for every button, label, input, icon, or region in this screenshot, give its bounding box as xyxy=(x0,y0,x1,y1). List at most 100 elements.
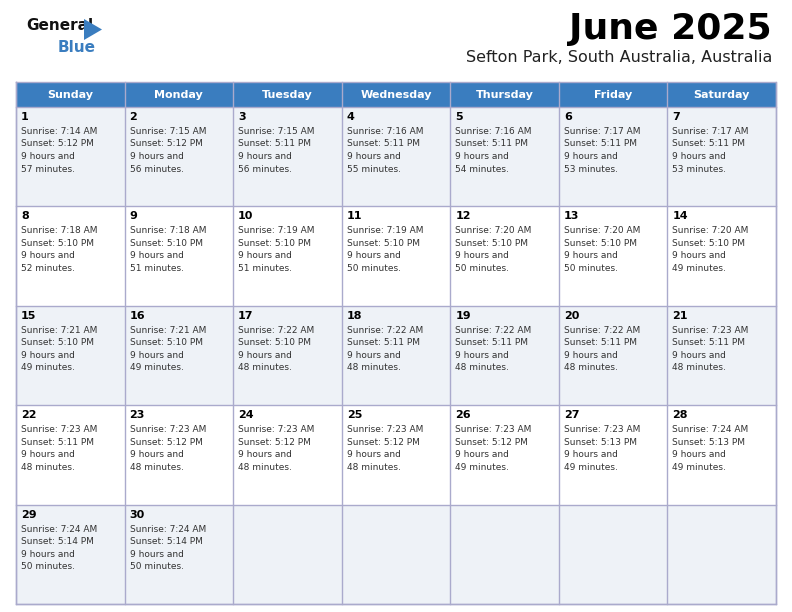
Bar xyxy=(233,306,341,405)
Text: 54 minutes.: 54 minutes. xyxy=(455,165,509,173)
Text: Sunrise: 7:20 AM: Sunrise: 7:20 AM xyxy=(672,226,748,236)
Text: Sunset: 5:10 PM: Sunset: 5:10 PM xyxy=(564,239,637,248)
Text: Sunrise: 7:15 AM: Sunrise: 7:15 AM xyxy=(238,127,314,136)
Text: 48 minutes.: 48 minutes. xyxy=(347,364,401,372)
Text: Sunrise: 7:16 AM: Sunrise: 7:16 AM xyxy=(455,127,531,136)
Bar xyxy=(16,505,124,604)
Text: Sunrise: 7:24 AM: Sunrise: 7:24 AM xyxy=(672,425,748,434)
Text: Sunset: 5:11 PM: Sunset: 5:11 PM xyxy=(672,140,745,149)
Text: Sunset: 5:10 PM: Sunset: 5:10 PM xyxy=(130,338,203,347)
Bar xyxy=(668,107,776,206)
Text: 12: 12 xyxy=(455,211,470,222)
Text: 9 hours and: 9 hours and xyxy=(347,152,401,161)
Text: 19: 19 xyxy=(455,311,471,321)
Text: Sunrise: 7:22 AM: Sunrise: 7:22 AM xyxy=(238,326,314,335)
Bar xyxy=(124,306,233,405)
Text: 9 hours and: 9 hours and xyxy=(672,152,726,161)
Text: Sunrise: 7:15 AM: Sunrise: 7:15 AM xyxy=(130,127,206,136)
Text: 50 minutes.: 50 minutes. xyxy=(130,562,184,571)
Text: 9 hours and: 9 hours and xyxy=(347,252,401,260)
Bar xyxy=(668,505,776,604)
Text: Sunrise: 7:16 AM: Sunrise: 7:16 AM xyxy=(347,127,423,136)
Text: 9 hours and: 9 hours and xyxy=(21,450,75,459)
Text: Monday: Monday xyxy=(154,89,204,100)
Text: Sunrise: 7:19 AM: Sunrise: 7:19 AM xyxy=(238,226,314,236)
Text: 13: 13 xyxy=(564,211,579,222)
Text: 17: 17 xyxy=(238,311,253,321)
Text: 56 minutes.: 56 minutes. xyxy=(130,165,184,173)
Text: 9 hours and: 9 hours and xyxy=(564,351,618,360)
Text: Sunset: 5:12 PM: Sunset: 5:12 PM xyxy=(130,438,203,447)
Text: 2: 2 xyxy=(130,112,137,122)
Text: 9 hours and: 9 hours and xyxy=(347,351,401,360)
Text: Sunrise: 7:21 AM: Sunrise: 7:21 AM xyxy=(21,326,97,335)
Text: 9 hours and: 9 hours and xyxy=(564,450,618,459)
Text: 9 hours and: 9 hours and xyxy=(564,152,618,161)
Text: 6: 6 xyxy=(564,112,572,122)
Text: Sefton Park, South Australia, Australia: Sefton Park, South Australia, Australia xyxy=(466,50,772,65)
Text: 15: 15 xyxy=(21,311,36,321)
Text: Saturday: Saturday xyxy=(694,89,750,100)
Bar xyxy=(16,405,124,505)
Text: 49 minutes.: 49 minutes. xyxy=(130,364,184,372)
Bar xyxy=(668,306,776,405)
Bar xyxy=(233,405,341,505)
Bar xyxy=(124,505,233,604)
Text: 23: 23 xyxy=(130,410,145,420)
Text: 1: 1 xyxy=(21,112,29,122)
Text: 50 minutes.: 50 minutes. xyxy=(455,264,509,273)
Bar xyxy=(668,206,776,306)
Bar xyxy=(341,405,451,505)
Text: 9 hours and: 9 hours and xyxy=(672,252,726,260)
Text: 50 minutes.: 50 minutes. xyxy=(21,562,75,571)
Bar xyxy=(16,107,124,206)
Bar xyxy=(559,206,668,306)
Text: 25: 25 xyxy=(347,410,362,420)
Text: 56 minutes.: 56 minutes. xyxy=(238,165,292,173)
Bar xyxy=(341,107,451,206)
Text: Sunrise: 7:17 AM: Sunrise: 7:17 AM xyxy=(672,127,749,136)
Text: 48 minutes.: 48 minutes. xyxy=(564,364,618,372)
Text: Sunset: 5:11 PM: Sunset: 5:11 PM xyxy=(347,140,420,149)
Text: Sunset: 5:12 PM: Sunset: 5:12 PM xyxy=(347,438,420,447)
Text: 5: 5 xyxy=(455,112,463,122)
Bar xyxy=(451,306,559,405)
Text: Sunrise: 7:22 AM: Sunrise: 7:22 AM xyxy=(347,326,423,335)
Text: Sunset: 5:11 PM: Sunset: 5:11 PM xyxy=(455,140,528,149)
Text: Sunrise: 7:18 AM: Sunrise: 7:18 AM xyxy=(21,226,97,236)
Text: 16: 16 xyxy=(130,311,145,321)
Text: 29: 29 xyxy=(21,510,36,520)
Bar xyxy=(559,306,668,405)
Text: Sunset: 5:10 PM: Sunset: 5:10 PM xyxy=(455,239,528,248)
Text: 9 hours and: 9 hours and xyxy=(238,450,292,459)
Text: 52 minutes.: 52 minutes. xyxy=(21,264,75,273)
Text: 48 minutes.: 48 minutes. xyxy=(21,463,75,472)
Text: 9: 9 xyxy=(130,211,138,222)
Text: Sunset: 5:11 PM: Sunset: 5:11 PM xyxy=(347,338,420,347)
Text: Sunset: 5:11 PM: Sunset: 5:11 PM xyxy=(238,140,311,149)
Text: Sunrise: 7:23 AM: Sunrise: 7:23 AM xyxy=(672,326,748,335)
Text: Sunset: 5:12 PM: Sunset: 5:12 PM xyxy=(238,438,311,447)
Text: Sunset: 5:11 PM: Sunset: 5:11 PM xyxy=(21,438,94,447)
Text: 30: 30 xyxy=(130,510,145,520)
Bar xyxy=(124,405,233,505)
Text: Sunrise: 7:23 AM: Sunrise: 7:23 AM xyxy=(455,425,531,434)
Text: 49 minutes.: 49 minutes. xyxy=(672,463,726,472)
Text: 53 minutes.: 53 minutes. xyxy=(564,165,618,173)
Bar xyxy=(451,107,559,206)
Text: Sunrise: 7:22 AM: Sunrise: 7:22 AM xyxy=(564,326,640,335)
Text: Wednesday: Wednesday xyxy=(360,89,432,100)
Text: 50 minutes.: 50 minutes. xyxy=(347,264,401,273)
Text: Sunset: 5:12 PM: Sunset: 5:12 PM xyxy=(21,140,94,149)
Text: 48 minutes.: 48 minutes. xyxy=(238,364,292,372)
Text: 21: 21 xyxy=(672,311,688,321)
Text: 49 minutes.: 49 minutes. xyxy=(672,264,726,273)
Text: Sunday: Sunday xyxy=(48,89,93,100)
Text: 57 minutes.: 57 minutes. xyxy=(21,165,75,173)
Text: 9 hours and: 9 hours and xyxy=(21,152,75,161)
Text: 9 hours and: 9 hours and xyxy=(455,252,509,260)
Text: 9 hours and: 9 hours and xyxy=(347,450,401,459)
Text: Sunset: 5:10 PM: Sunset: 5:10 PM xyxy=(21,239,94,248)
Bar xyxy=(451,206,559,306)
Text: Sunrise: 7:23 AM: Sunrise: 7:23 AM xyxy=(130,425,206,434)
